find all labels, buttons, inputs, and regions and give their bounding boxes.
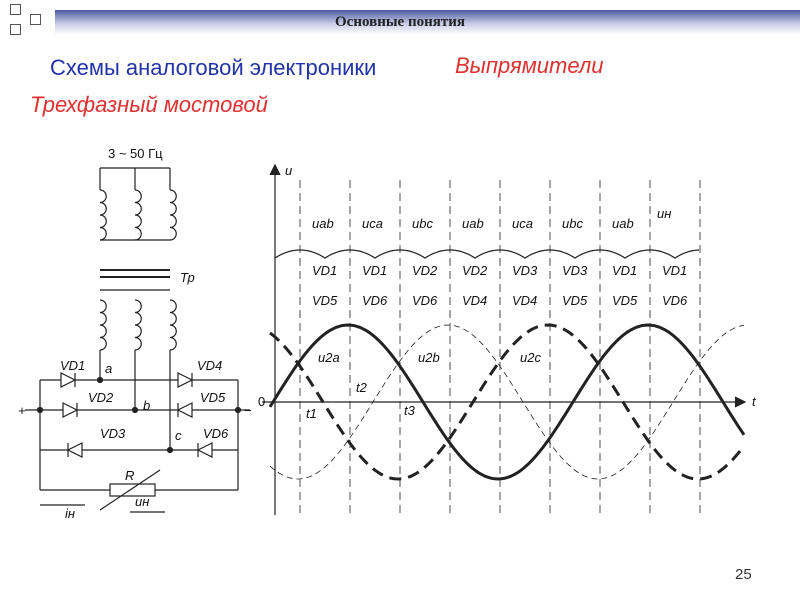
slide-topic: Выпрямители xyxy=(455,53,604,78)
circuit-label: c xyxy=(175,428,182,443)
curve-label: u2b xyxy=(418,350,440,365)
diodes xyxy=(36,372,242,458)
circuit-label: VD6 xyxy=(203,426,229,441)
x-axis-label: t xyxy=(752,394,757,409)
diode-bottom: VD6 xyxy=(662,293,688,308)
circuit-label: VD2 xyxy=(88,390,114,405)
coil xyxy=(134,189,142,241)
coil xyxy=(169,189,177,241)
interval-label: ubc xyxy=(562,216,583,231)
coil xyxy=(99,299,107,351)
circuit-label: b xyxy=(143,398,150,413)
slide-title: Схемы аналоговой электроники xyxy=(50,55,377,80)
page-number: 25 xyxy=(735,566,752,583)
decor xyxy=(10,24,21,35)
interval-label: uca xyxy=(512,216,533,231)
header-title: Основные понятия xyxy=(335,14,465,30)
interval-label: uca xyxy=(362,216,383,231)
diode-bottom: VD5 xyxy=(312,293,338,308)
coils xyxy=(99,189,177,351)
origin-label: 0 xyxy=(258,394,265,409)
circuit-label: iн xyxy=(65,506,75,521)
time-label: t3 xyxy=(404,403,416,418)
diode-bottom: VD6 xyxy=(412,293,438,308)
interval-label: uab xyxy=(612,216,634,231)
diode-bottom: VD6 xyxy=(362,293,388,308)
diode-top: VD2 xyxy=(412,263,438,278)
diode-top: VD1 xyxy=(362,263,387,278)
coil xyxy=(99,189,107,241)
circuit-label: − xyxy=(244,403,252,418)
interval-label: ubc xyxy=(412,216,433,231)
supply-label: 3 ~ 50 Гц xyxy=(108,146,163,161)
coil xyxy=(169,299,177,351)
diode-top: VD1 xyxy=(612,263,637,278)
rectified-envelope xyxy=(274,249,700,259)
decor xyxy=(30,14,41,25)
diode-top: VD3 xyxy=(512,263,538,278)
phase-curve xyxy=(269,323,746,481)
node xyxy=(234,406,242,414)
circuit-label: R xyxy=(125,468,134,483)
decor xyxy=(10,4,21,15)
header-bar xyxy=(55,10,800,35)
diode-top: VD1 xyxy=(662,263,687,278)
diode-bottom: VD5 xyxy=(612,293,638,308)
circuit-label: VD1 xyxy=(60,358,85,373)
circuit-label: VD4 xyxy=(197,358,222,373)
node xyxy=(96,376,104,384)
diode xyxy=(62,402,79,418)
waveform: u t 0 uab VD1 VD5 uca VD1 VD6 ubc VD2 VD6 uab VD2 VD4 u… xyxy=(258,163,757,515)
interval-label: uab xyxy=(462,216,484,231)
circuit-label: VD5 xyxy=(200,390,226,405)
time-label: t2 xyxy=(356,380,368,395)
slide-subtitle: Трехфазный мостовой xyxy=(30,92,268,117)
circuit-label: uн xyxy=(135,494,149,509)
interval-label: uн xyxy=(657,206,671,221)
diode-bottom: VD4 xyxy=(462,293,487,308)
diode xyxy=(60,372,77,388)
diode-bottom: VD5 xyxy=(562,293,588,308)
diode-top: VD2 xyxy=(462,263,488,278)
diode-top: VD3 xyxy=(562,263,588,278)
diode xyxy=(177,372,194,388)
circuit-label: VD3 xyxy=(100,426,126,441)
diode-top: VD1 xyxy=(312,263,337,278)
curve-label: u2a xyxy=(318,350,340,365)
y-axis-label: u xyxy=(285,163,292,178)
diode xyxy=(66,442,83,458)
node xyxy=(166,446,174,454)
interval-label: uab xyxy=(312,216,334,231)
phase-curve xyxy=(269,324,745,480)
phase-curve xyxy=(268,323,746,481)
coil xyxy=(134,299,142,351)
transformer-label: Тр xyxy=(180,270,195,285)
circuit-label: a xyxy=(105,361,112,376)
time-label: t1 xyxy=(306,406,317,421)
curve-label: u2c xyxy=(520,350,541,365)
circuit-label: + xyxy=(18,403,26,418)
diode xyxy=(196,442,213,458)
diode xyxy=(176,402,193,418)
diode-bottom: VD4 xyxy=(512,293,537,308)
transformer xyxy=(99,167,171,450)
node xyxy=(131,406,139,414)
node xyxy=(36,406,44,414)
